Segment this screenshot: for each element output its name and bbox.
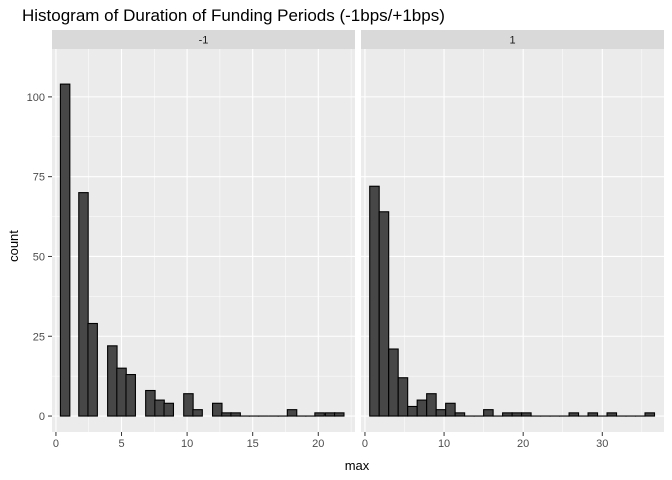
- y-tick-label: 100: [27, 92, 45, 104]
- histogram-bar: [221, 412, 232, 417]
- histogram-bar: [59, 83, 71, 417]
- histogram-bar: [587, 412, 599, 417]
- x-tick-label: 10: [181, 438, 193, 450]
- facet-strip: [361, 30, 664, 49]
- histogram-bar: [125, 373, 136, 417]
- histogram-bar: [454, 412, 466, 417]
- histogram-bar: [502, 412, 513, 417]
- y-axis: 0 25 50 75 100: [27, 92, 52, 423]
- histogram-bar: [397, 377, 409, 417]
- histogram-bar: [154, 399, 165, 417]
- facet-strip: [52, 30, 355, 49]
- histogram-bar: [568, 412, 580, 417]
- panel-background: [361, 49, 664, 432]
- histogram-bar: [78, 192, 89, 417]
- y-tick-label: 50: [33, 251, 45, 263]
- y-tick-label: 25: [33, 331, 45, 343]
- histogram-bar: [163, 402, 175, 417]
- histogram-bar: [286, 409, 298, 417]
- histogram-bar: [116, 367, 127, 417]
- y-axis-title: count: [6, 230, 21, 262]
- histogram-bar: [107, 345, 118, 417]
- histogram-bar: [192, 409, 203, 417]
- histogram-bar: [606, 412, 618, 417]
- histogram-bar: [333, 412, 345, 417]
- histogram-bar: [416, 399, 428, 417]
- histogram-bar: [212, 402, 223, 417]
- x-tick-label: 10: [438, 438, 450, 450]
- histogram-bar: [407, 405, 418, 417]
- histogram-bar: [521, 412, 532, 417]
- histogram-bar: [644, 412, 656, 417]
- histogram-bar: [483, 409, 494, 417]
- histogram-bar: [183, 393, 194, 417]
- x-tick-label: 0: [362, 438, 368, 450]
- chart-title: Histogram of Duration of Funding Periods…: [22, 6, 445, 25]
- x-tick-label: 5: [118, 438, 124, 450]
- x-tick-label: 30: [596, 438, 608, 450]
- x-tick-label: 20: [312, 438, 324, 450]
- x-tick-label: 15: [247, 438, 259, 450]
- histogram-bar: [230, 412, 241, 417]
- facet-panel-2: 10 10 20 30: [361, 30, 664, 450]
- x-tick-label: 20: [517, 438, 529, 450]
- facet-strip-label: 1: [509, 35, 515, 47]
- histogram-bar: [378, 211, 390, 417]
- x-tick-label: 0: [53, 438, 59, 450]
- histogram-bar: [314, 412, 325, 417]
- histogram-bar: [145, 389, 156, 417]
- histogram-bar: [388, 348, 399, 417]
- y-tick-label: 0: [39, 411, 45, 423]
- histogram-bar: [426, 393, 437, 417]
- histogram-bar: [445, 402, 456, 417]
- facet-panel-1: -1 0 5 10 15 20: [52, 30, 355, 450]
- y-tick-label: 75: [33, 172, 45, 184]
- histogram-bar: [369, 185, 380, 417]
- facet-strip-label: -1: [199, 35, 209, 47]
- panel-background: [52, 49, 355, 432]
- histogram-bar: [435, 409, 447, 417]
- histogram-bar: [324, 412, 336, 417]
- histogram-bar: [87, 322, 98, 417]
- histogram-bar: [511, 412, 523, 417]
- x-axis-title: max: [345, 458, 370, 473]
